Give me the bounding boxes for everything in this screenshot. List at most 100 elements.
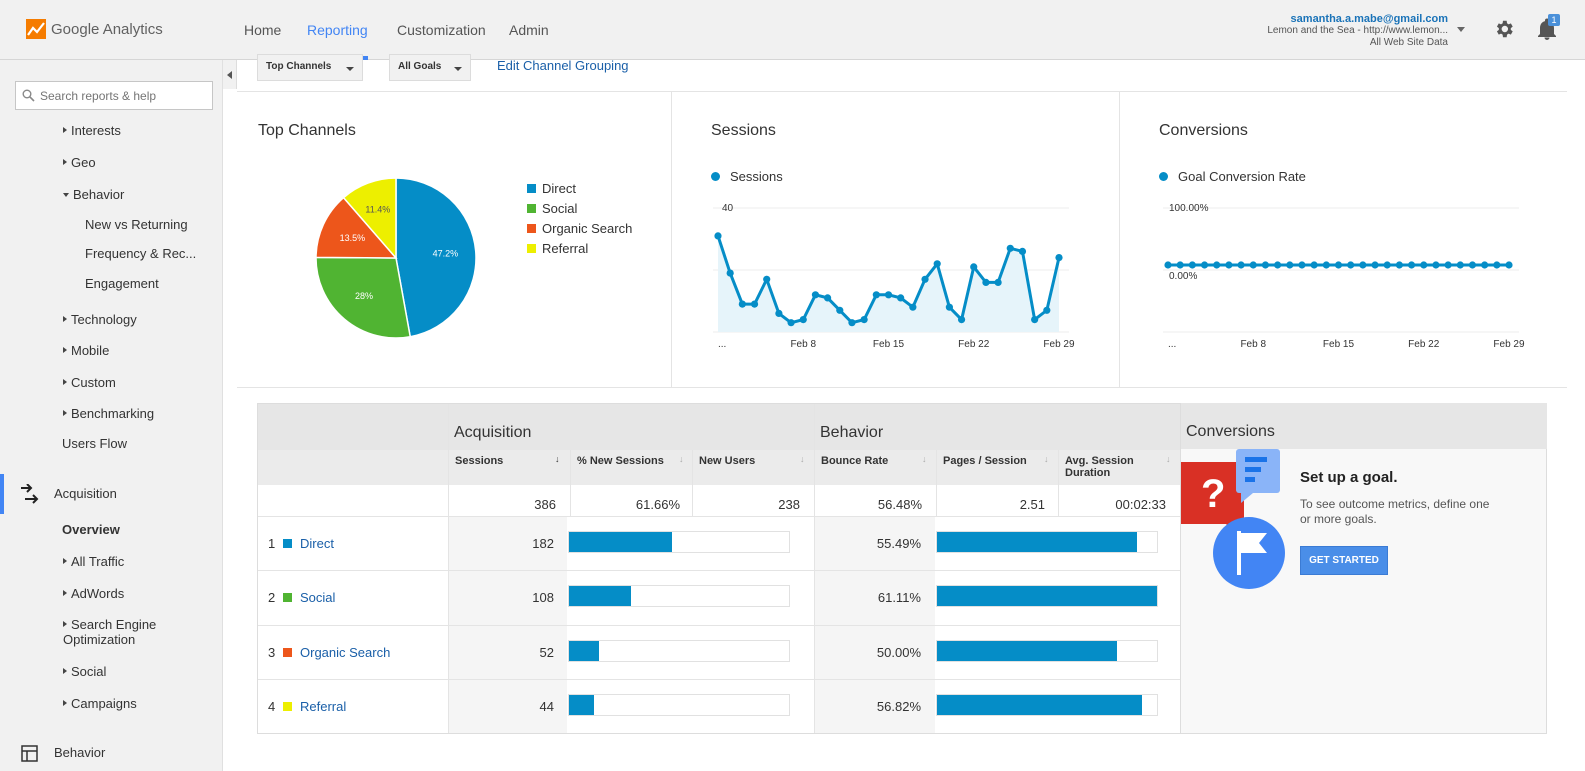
- data-point[interactable]: [1407, 261, 1416, 269]
- data-point[interactable]: [1261, 261, 1270, 269]
- data-point[interactable]: [1176, 261, 1184, 269]
- col-new-sessions[interactable]: % New Sessions: [577, 455, 664, 467]
- sidebar-item-social[interactable]: Social: [63, 664, 106, 679]
- data-point[interactable]: [787, 319, 795, 327]
- data-point[interactable]: [909, 303, 917, 311]
- sidebar-item-users-flow[interactable]: Users Flow: [62, 436, 128, 451]
- data-point[interactable]: [1188, 261, 1196, 269]
- col-avg-session-duration[interactable]: Avg. Session Duration: [1065, 455, 1134, 479]
- data-point[interactable]: [1164, 261, 1172, 269]
- data-point[interactable]: [994, 278, 1002, 286]
- row-channel-link[interactable]: Direct: [300, 536, 334, 551]
- account-selector[interactable]: samantha.a.mabe@gmail.com Lemon and the …: [1267, 13, 1448, 49]
- data-point[interactable]: [714, 232, 722, 240]
- nav-reporting[interactable]: Reporting: [307, 22, 368, 38]
- data-point[interactable]: [860, 316, 868, 324]
- legend-referral[interactable]: Referral: [527, 241, 588, 256]
- data-point[interactable]: [982, 278, 990, 286]
- nav-admin[interactable]: Admin: [509, 22, 549, 38]
- sidebar-item-custom[interactable]: Custom: [63, 375, 116, 390]
- data-point[interactable]: [799, 316, 807, 324]
- channel-grouping-dropdown[interactable]: Top Channels: [257, 54, 363, 81]
- data-point[interactable]: [933, 260, 941, 268]
- sort-icon[interactable]: ↓: [922, 454, 927, 464]
- row-channel-link[interactable]: Social: [300, 590, 336, 605]
- data-point[interactable]: [1006, 244, 1014, 252]
- sort-icon[interactable]: ↓: [800, 454, 805, 464]
- data-point[interactable]: [970, 263, 978, 271]
- nav-customization[interactable]: Customization: [397, 22, 486, 38]
- search-input-wrapper[interactable]: [15, 81, 213, 110]
- sidebar-item-interests[interactable]: Interests: [63, 123, 121, 138]
- data-point[interactable]: [763, 275, 771, 283]
- account-dropdown-icon[interactable]: [1457, 27, 1465, 32]
- data-point[interactable]: [1298, 261, 1306, 269]
- sidebar-section-acquisition[interactable]: Acquisition: [54, 486, 117, 501]
- data-point[interactable]: [1249, 261, 1257, 269]
- data-point[interactable]: [1505, 261, 1513, 269]
- data-point[interactable]: [1031, 316, 1039, 324]
- data-point[interactable]: [811, 291, 820, 299]
- data-point[interactable]: [1468, 261, 1477, 269]
- data-point[interactable]: [945, 303, 953, 311]
- data-point[interactable]: [824, 294, 832, 302]
- sidebar-item-seo[interactable]: Search Engine Optimization: [63, 617, 157, 647]
- data-point[interactable]: [921, 275, 929, 283]
- sidebar-item-technology[interactable]: Technology: [63, 312, 137, 327]
- sidebar-item-overview[interactable]: Overview: [62, 522, 120, 537]
- data-point[interactable]: [1347, 261, 1355, 269]
- data-point[interactable]: [1018, 247, 1027, 255]
- data-point[interactable]: [1310, 261, 1318, 269]
- data-point[interactable]: [1432, 261, 1440, 269]
- data-point[interactable]: [726, 269, 734, 277]
- sidebar-item-behavior[interactable]: Behavior: [63, 187, 124, 202]
- data-point[interactable]: [1274, 261, 1282, 269]
- data-point[interactable]: [1213, 261, 1221, 269]
- legend-direct[interactable]: Direct: [527, 181, 576, 196]
- data-point[interactable]: [1395, 261, 1403, 269]
- col-sessions[interactable]: Sessions: [455, 455, 504, 467]
- data-point[interactable]: [1200, 261, 1209, 269]
- data-point[interactable]: [775, 309, 783, 317]
- goal-selector-dropdown[interactable]: All Goals: [389, 54, 471, 81]
- data-point[interactable]: [957, 316, 966, 324]
- data-point[interactable]: [738, 300, 746, 308]
- data-point[interactable]: [750, 300, 759, 308]
- legend-organic-search[interactable]: Organic Search: [527, 221, 632, 236]
- sidebar-item-adwords[interactable]: AdWords: [63, 586, 124, 601]
- sort-icon[interactable]: ↓: [679, 454, 684, 464]
- data-point[interactable]: [1444, 261, 1452, 269]
- sidebar-item-engagement[interactable]: Engagement: [85, 276, 159, 291]
- google-analytics-logo[interactable]: Google Analytics: [26, 19, 163, 39]
- pie-slice-direct[interactable]: [395, 177, 477, 338]
- search-input[interactable]: [40, 88, 200, 103]
- sidebar-item-campaigns[interactable]: Campaigns: [63, 696, 137, 711]
- sidebar-item-benchmarking[interactable]: Benchmarking: [63, 406, 154, 421]
- edit-channel-grouping-link[interactable]: Edit Channel Grouping: [497, 58, 629, 73]
- sidebar-item-geo[interactable]: Geo: [63, 155, 96, 170]
- col-bounce-rate[interactable]: Bounce Rate: [821, 455, 889, 467]
- sort-desc-icon[interactable]: ↓: [555, 454, 560, 464]
- legend-social[interactable]: Social: [527, 201, 577, 216]
- data-point[interactable]: [1334, 261, 1343, 269]
- sidebar-item-new-vs-returning[interactable]: New vs Returning: [85, 217, 188, 232]
- sidebar-item-all-traffic[interactable]: All Traffic: [63, 554, 124, 569]
- pie-slice-organic-search[interactable]: [315, 196, 398, 259]
- data-point[interactable]: [897, 294, 905, 302]
- data-point[interactable]: [1286, 261, 1294, 269]
- get-started-button[interactable]: GET STARTED: [1300, 546, 1388, 575]
- data-point[interactable]: [1359, 261, 1367, 269]
- row-channel-link[interactable]: Organic Search: [300, 645, 391, 660]
- data-point[interactable]: [1481, 261, 1489, 269]
- data-point[interactable]: [884, 291, 893, 299]
- data-point[interactable]: [1371, 261, 1379, 269]
- pie-slice-social[interactable]: [315, 256, 412, 339]
- row-channel-link[interactable]: Referral: [300, 699, 347, 714]
- sort-icon[interactable]: ↓: [1166, 454, 1171, 464]
- data-point[interactable]: [1456, 261, 1464, 269]
- col-new-users[interactable]: New Users: [699, 455, 756, 467]
- data-point[interactable]: [836, 306, 844, 314]
- data-point[interactable]: [848, 319, 856, 327]
- top-channels-pie-chart[interactable]: 47.2% 28% 13.5% 11.4%: [310, 173, 482, 345]
